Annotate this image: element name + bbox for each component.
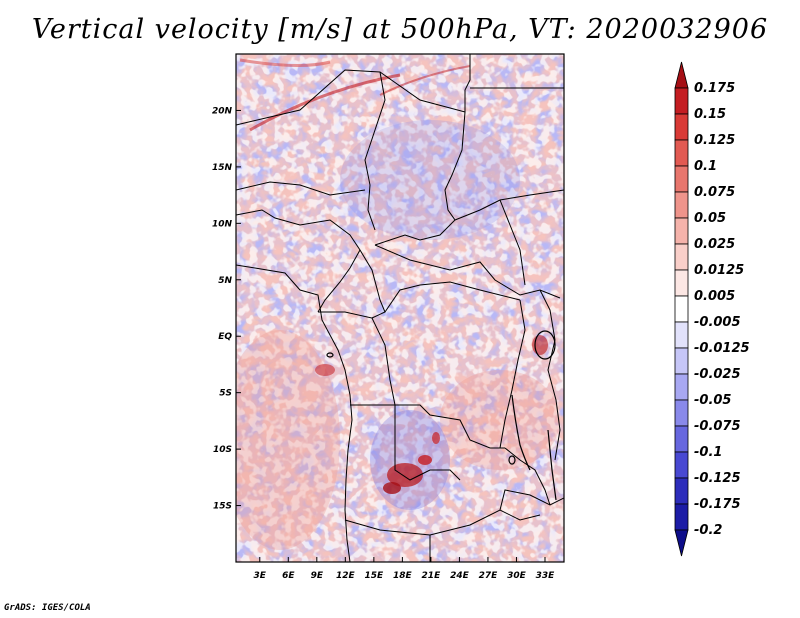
colorbar-level-label: -0.075: [694, 419, 741, 434]
colorbar-swatch: [674, 477, 689, 505]
colorbar-swatch: [674, 191, 689, 219]
lon-tick-label: 24E: [450, 571, 470, 581]
lon-tick-label: 12E: [336, 571, 356, 581]
colorbar: 0.175 0.15 0.125 0.1 0.075 0.05 0.025 0.0125 0.0…: [674, 61, 750, 557]
lat-tick-label: 15N: [212, 163, 233, 173]
vertical-velocity-field: [236, 54, 564, 562]
colorbar-level-label: 0.125: [694, 133, 735, 148]
colorbar-level-label: -0.005: [694, 315, 741, 330]
colorbar-level-label: 0.025: [694, 237, 735, 252]
colorbar-level-label: 0.0125: [694, 263, 744, 278]
colorbar-level-label: 0.15: [694, 107, 726, 122]
colorbar-min-arrow: [674, 529, 689, 557]
colorbar-level-label: 0.075: [694, 185, 735, 200]
lon-tick-label: 15E: [365, 571, 385, 581]
country-borders: [236, 54, 564, 562]
lat-tick-label: 5S: [219, 389, 232, 399]
colorbar-level-label: -0.1: [694, 445, 722, 460]
colorbar-swatch: [674, 425, 689, 453]
lon-tick-label: 18E: [393, 571, 413, 581]
colorbar-swatch: [674, 373, 689, 401]
lon-tick-label: 30E: [507, 571, 527, 581]
colorbar-swatch: [674, 87, 689, 115]
lon-tick-label: 9E: [311, 571, 324, 581]
lon-tick-label: 27E: [479, 571, 499, 581]
colorbar-swatch: [674, 347, 689, 375]
lat-tick-label: 10S: [213, 445, 232, 455]
colorbar-swatch: [674, 217, 689, 245]
colorbar-level-label: -0.025: [694, 367, 741, 382]
colorbar-swatch: [674, 113, 689, 141]
footer-credit: GrADS: IGES/COLA: [4, 603, 91, 613]
lat-tick-label: 10N: [212, 219, 233, 229]
colorbar-swatch: [674, 503, 689, 531]
colorbar-level-label: -0.0125: [694, 341, 750, 356]
colorbar-swatch: [674, 451, 689, 479]
colorbar-swatch: [674, 269, 689, 297]
colorbar-level-label: -0.05: [694, 393, 731, 408]
colorbar-level-label: 0.05: [694, 211, 726, 226]
colorbar-max-arrow: [674, 61, 689, 89]
colorbar-swatch: [674, 243, 689, 271]
chart-title: Vertical velocity [m/s] at 500hPa, VT: 2…: [31, 14, 769, 45]
colorbar-level-label: -0.125: [694, 471, 741, 486]
colorbar-swatch: [674, 139, 689, 167]
lat-tick-label: 5N: [218, 276, 232, 286]
lakes: [326, 330, 557, 501]
colorbar-level-label: 0.175: [694, 81, 735, 96]
colorbar-level-label: 0.1: [694, 159, 717, 174]
lat-tick-label: 20N: [212, 106, 233, 116]
colorbar-swatch: [674, 399, 689, 427]
lon-tick-label: 21E: [422, 571, 442, 581]
longitude-axis: 3E 6E 9E 12E 15E 18E 21E 24E 27E 30E 33E: [254, 557, 556, 581]
latitude-axis: 20N 15N 10N 5N EQ 5S 10S 15S: [212, 106, 241, 512]
lat-tick-label: 15S: [213, 502, 232, 512]
lon-tick-label: 33E: [536, 571, 556, 581]
lon-tick-label: 6E: [282, 571, 295, 581]
plot-frame: [235, 53, 565, 563]
colorbar-level-label: -0.175: [694, 497, 741, 512]
colorbar-swatch: [674, 321, 689, 349]
lon-tick-label: 3E: [254, 571, 267, 581]
colorbar-level-label: 0.005: [694, 289, 735, 304]
colorbar-level-label: -0.2: [694, 523, 722, 538]
lat-tick-label: EQ: [218, 332, 232, 342]
colorbar-swatch: [674, 295, 689, 323]
colorbar-swatch: [674, 165, 689, 193]
